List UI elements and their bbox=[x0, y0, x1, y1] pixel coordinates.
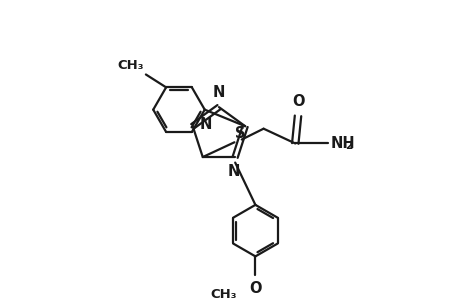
Text: O: O bbox=[249, 281, 261, 296]
Text: O: O bbox=[291, 94, 303, 110]
Text: N: N bbox=[227, 164, 239, 179]
Text: CH₃: CH₃ bbox=[118, 59, 144, 72]
Text: NH: NH bbox=[330, 136, 354, 151]
Text: S: S bbox=[235, 126, 245, 141]
Text: CH₃: CH₃ bbox=[210, 289, 236, 300]
Text: N: N bbox=[200, 117, 212, 132]
Text: 2: 2 bbox=[344, 141, 352, 151]
Text: N: N bbox=[213, 85, 224, 100]
